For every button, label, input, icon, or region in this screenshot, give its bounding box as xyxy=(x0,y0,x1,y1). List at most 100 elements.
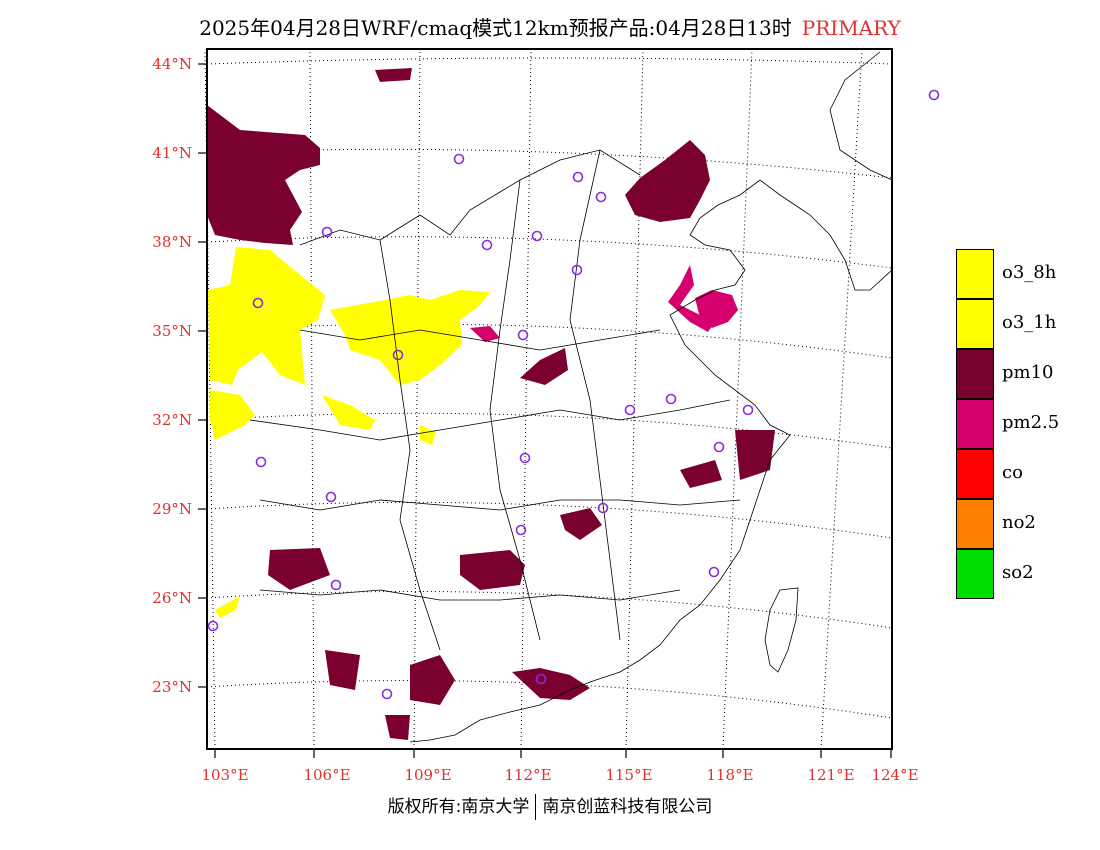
pm10-area xyxy=(520,348,568,385)
map-title: 2025年04月28日WRF/cmaq模式12km预报产品:04月28日13时 P… xyxy=(0,12,1100,41)
city-marker xyxy=(321,226,333,238)
city-marker xyxy=(515,524,527,536)
province-boundary xyxy=(259,589,681,601)
city-marker xyxy=(255,456,267,468)
legend-label: o3_1h xyxy=(1002,312,1057,333)
city-marker xyxy=(595,191,607,203)
legend-swatch xyxy=(956,249,994,299)
city-marker xyxy=(713,441,725,453)
city-marker xyxy=(624,404,636,416)
province-boundary xyxy=(299,329,661,351)
copyright-left: 版权所有:南京大学 xyxy=(387,797,530,817)
city-marker xyxy=(519,452,531,464)
city-marker xyxy=(572,171,584,183)
city-marker xyxy=(517,329,529,341)
city-marker xyxy=(392,349,404,361)
lat-label: 26°N xyxy=(152,589,192,607)
city-marker xyxy=(325,491,337,503)
city-marker xyxy=(742,404,754,416)
pm10-area xyxy=(325,650,360,690)
legend-label: pm10 xyxy=(1002,362,1054,383)
ozone-area xyxy=(322,395,375,430)
lon-label: 121°E xyxy=(807,766,855,784)
ozone-area xyxy=(210,390,255,440)
lat-label: 38°N xyxy=(152,233,192,251)
lat-label: 32°N xyxy=(152,411,192,429)
coastline xyxy=(409,179,893,743)
pm10-area xyxy=(735,430,775,480)
city-marker xyxy=(481,239,493,251)
copyright-footer: 版权所有:南京大学 南京创蓝科技有限公司 xyxy=(0,792,1100,820)
city-marker xyxy=(665,393,677,405)
pm10-area xyxy=(375,68,412,82)
tick-marks xyxy=(198,63,892,758)
province-boundary xyxy=(249,399,731,441)
legend-swatch xyxy=(956,499,994,549)
ozone-area xyxy=(208,247,325,385)
lat-label: 23°N xyxy=(152,678,192,696)
taiwan-coast xyxy=(764,587,799,673)
city-marker xyxy=(381,688,393,700)
city-marker xyxy=(330,579,342,591)
legend-label: so2 xyxy=(1002,562,1034,583)
pm10-area xyxy=(560,508,602,540)
lon-label: 115°E xyxy=(605,766,653,784)
lon-label: 118°E xyxy=(706,766,754,784)
legend-label: o3_8h xyxy=(1002,262,1057,283)
gridlines xyxy=(204,48,893,750)
city-marker xyxy=(571,264,583,276)
city-marker xyxy=(928,89,940,101)
legend-swatch xyxy=(956,299,994,349)
pm10-area xyxy=(385,715,410,740)
ozone-areas xyxy=(208,247,490,618)
pm10-area xyxy=(680,460,722,488)
pm10-area xyxy=(625,140,710,222)
pm25-area xyxy=(470,326,500,342)
legend-swatch xyxy=(956,399,994,449)
legend-swatch xyxy=(956,549,994,599)
lon-label: 109°E xyxy=(404,766,452,784)
footer-separator xyxy=(535,794,537,820)
lat-label: 35°N xyxy=(152,322,192,340)
city-marker xyxy=(531,230,543,242)
legend-label: co xyxy=(1002,462,1023,483)
lon-label: 106°E xyxy=(303,766,351,784)
map-frame xyxy=(206,48,893,750)
lat-label: 41°N xyxy=(152,144,192,162)
legend-swatch xyxy=(956,349,994,399)
coastline xyxy=(829,51,893,181)
province-boundary xyxy=(259,499,741,511)
ozone-area xyxy=(215,596,240,618)
title-main: 2025年04月28日WRF/cmaq模式12km预报产品:04月28日13时 xyxy=(199,16,792,40)
province-boundary xyxy=(299,149,641,246)
legend-swatch xyxy=(956,449,994,499)
lat-label: 44°N xyxy=(152,55,192,73)
pm25-areas xyxy=(470,265,738,342)
province-boundary xyxy=(379,239,441,651)
legend-label: no2 xyxy=(1002,512,1036,533)
city-marker xyxy=(535,673,547,685)
city-markers xyxy=(207,89,940,700)
lon-label: 124°E xyxy=(871,766,919,784)
ozone-area xyxy=(420,425,436,445)
pm10-area xyxy=(460,550,525,590)
pm10-area xyxy=(207,105,320,245)
lon-label: 103°E xyxy=(201,766,249,784)
boundary-lines xyxy=(249,51,893,743)
city-marker xyxy=(597,502,609,514)
province-boundary xyxy=(489,179,541,641)
legend-label: pm2.5 xyxy=(1002,412,1060,433)
copyright-right: 南京创蓝科技有限公司 xyxy=(542,797,713,817)
province-boundary xyxy=(569,149,621,641)
city-marker xyxy=(708,566,720,578)
ozone-area xyxy=(330,290,490,385)
title-primary-tag: PRIMARY xyxy=(801,16,901,40)
lat-label: 29°N xyxy=(152,500,192,518)
pm10-areas xyxy=(207,68,775,740)
pm10-area xyxy=(410,655,455,705)
city-marker xyxy=(252,297,264,309)
pm25-area xyxy=(695,290,738,328)
lon-label: 112°E xyxy=(504,766,552,784)
pm10-area xyxy=(512,668,590,700)
